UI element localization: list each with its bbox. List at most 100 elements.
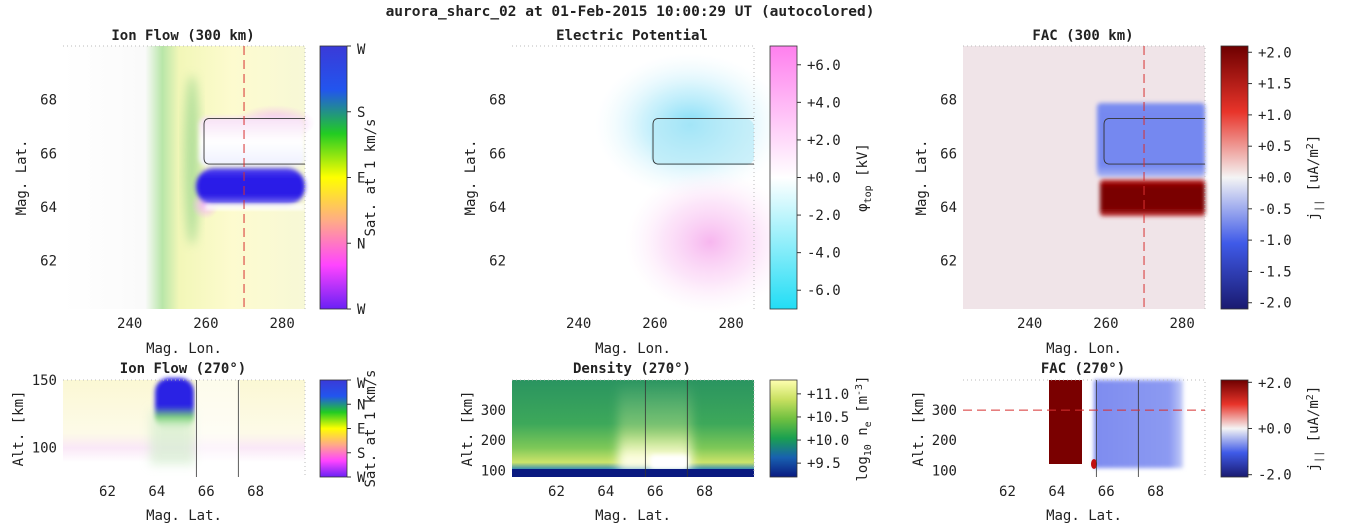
fac-map-panel: FAC (300 km) 240 260 280 62 64 66 68 Mag. Lon. M…	[914, 28, 1206, 357]
potential-map-colorbar-tick-label: -4.0	[807, 246, 841, 262]
density-slice-x-tick-label: 62	[548, 484, 565, 500]
fac-map-x-axis-label: Mag. Lon.	[1046, 341, 1122, 357]
ion-flow-map-colorbar-label: Sat. at 1 km/s	[363, 118, 379, 236]
density-slice-field	[512, 380, 754, 477]
potential-map-positive-lobe	[625, 170, 795, 314]
fac-slice-colorbar: -2.0 +0.0 +2.0 j|| [uA/m2]	[1220, 376, 1325, 484]
potential-map-title: Electric Potential	[556, 28, 708, 44]
fac-map-y-axis-label: Mag. Lat.	[914, 140, 930, 216]
ion-flow-map-colorbar-gradient	[319, 45, 348, 310]
fac-slice-title: FAC (270°)	[1041, 361, 1125, 377]
potential-map-y-tick-label: 68	[489, 93, 506, 109]
fac-slice-colorbar-label: j|| [uA/m2]	[1305, 386, 1325, 472]
ion-flow-map-x-tick-label: 280	[269, 316, 294, 332]
ion-flow-slice-y-axis-label: Alt. [km]	[11, 391, 27, 467]
ion-flow-slice-colorbar-tick-label: N	[357, 397, 365, 413]
density-slice-colorbar: +9.5 +10.0 +10.5 +11.0 log10 ne [m-3]	[769, 375, 874, 482]
density-slice-colorbar-tick-label: +9.5	[807, 456, 841, 472]
ion-flow-slice-title: Ion Flow (270°)	[120, 361, 246, 377]
ion-flow-slice-colorbar-tick-label: W	[357, 470, 366, 486]
potential-map-colorbar-tick-label: +6.0	[807, 58, 841, 74]
density-slice-frame	[512, 379, 755, 477]
ion-flow-slice-panel: Ion Flow (270°) 62 64 66 68 100 150 Mag. Lat. A…	[11, 361, 306, 524]
fac-slice-lower-red-spot	[1091, 459, 1097, 469]
potential-map-colorbar-tick-label: +0.0	[807, 171, 841, 187]
density-slice-colorbar-label: log10 ne [m-3]	[854, 375, 874, 481]
potential-map-colorbar: -6.0 -4.0 -2.0 +0.0 +2.0 +4.0 +6.0 φtop [kV]	[769, 45, 874, 310]
fac-slice-y-axis-label: Alt. [km]	[911, 391, 927, 467]
fac-slice-frame	[963, 379, 1206, 477]
potential-map-frame	[512, 45, 755, 309]
fac-map-colorbar-tick-label: -0.5	[1258, 202, 1292, 218]
ion-flow-slice-field	[63, 378, 305, 477]
ion-flow-map-y-tick-label: 68	[40, 93, 57, 109]
fac-map-y-tick-label: 64	[940, 200, 957, 216]
ion-flow-slice-eastward-column	[155, 378, 194, 430]
ion-flow-map-colorbar: W N E S W Sat. at 1 km/s	[319, 42, 379, 318]
fac-map-x-tick-label: 240	[1017, 316, 1042, 332]
potential-map-colorbar-tick-label: +4.0	[807, 95, 841, 111]
fac-map-field	[963, 46, 1205, 309]
ion-flow-slice-colorbar-label: Sat. at 1 km/s	[363, 369, 379, 487]
fac-map-title: FAC (300 km)	[1032, 28, 1133, 44]
density-slice-colorbar-gradient	[769, 379, 798, 478]
ion-flow-map-arc-outline	[203, 118, 305, 165]
density-slice-x-axis-label: Mag. Lat.	[595, 508, 671, 524]
ion-flow-slice-colorbar-tick-label: W	[357, 376, 366, 392]
potential-map-colorbar-tick-label: -6.0	[807, 283, 841, 299]
potential-map-field	[512, 46, 795, 314]
fac-map-colorbar-gradient	[1220, 45, 1249, 310]
ion-flow-slice-y-tick-label: 150	[32, 373, 57, 389]
fac-slice-y-tick-label: 300	[932, 403, 957, 419]
fac-slice-x-tick-label: 68	[1147, 484, 1164, 500]
ion-flow-map-title: Ion Flow (300 km)	[111, 28, 254, 44]
ion-flow-slice-x-tick-label: 62	[99, 484, 116, 500]
ion-flow-map-y-tick-label: 66	[40, 146, 57, 162]
density-slice-y-tick-label: 100	[481, 463, 506, 479]
fac-map-colorbar-tick-label: +1.5	[1258, 77, 1292, 93]
density-slice-x-tick-label: 66	[647, 484, 664, 500]
fac-slice-field	[963, 380, 1205, 477]
ion-flow-slice-y-tick-label: 100	[32, 440, 57, 456]
fac-map-upward-current	[1100, 180, 1205, 216]
ion-flow-map-frame	[63, 45, 306, 309]
density-slice-y-tick-label: 300	[481, 403, 506, 419]
ion-flow-map-arc-interior	[199, 117, 305, 166]
fac-slice-colorbar-tick-label: -2.0	[1258, 468, 1292, 484]
figure-title: aurora_sharc_02 at 01-Feb-2015 10:00:29 …	[386, 4, 875, 20]
fac-map-colorbar-tick-label: +1.0	[1258, 108, 1292, 124]
potential-map-colorbar-tick-label: -2.0	[807, 208, 841, 224]
density-slice-x-tick-label: 68	[696, 484, 713, 500]
potential-map-x-axis-label: Mag. Lon.	[595, 341, 671, 357]
fac-slice-colorbar-tick-label: +0.0	[1258, 422, 1292, 438]
fac-slice-upward-current	[1049, 380, 1082, 464]
ion-flow-map-x-axis-label: Mag. Lon.	[146, 341, 222, 357]
ion-flow-map-colorbar-tick-label: E	[357, 171, 365, 187]
density-slice-bright-core	[650, 455, 688, 469]
density-slice-x-tick-label: 64	[597, 484, 614, 500]
fac-slice-colorbar-tick-label: +2.0	[1258, 376, 1292, 392]
fac-slice-colorbar-gradient	[1220, 379, 1249, 478]
fac-map-downward-current	[1097, 103, 1205, 177]
potential-map-y-tick-label: 62	[489, 254, 506, 270]
fac-slice-x-axis-label: Mag. Lat.	[1046, 508, 1122, 524]
fac-map-colorbar-label: j|| [uA/m2]	[1305, 135, 1325, 221]
fac-slice-panel: FAC (270°) 62 64 66 68 100 200 300 Mag. Lat. Alt…	[911, 361, 1206, 524]
fac-slice-y-tick-label: 100	[932, 463, 957, 479]
ion-flow-map-y-tick-label: 62	[40, 254, 57, 270]
fac-map-frame	[963, 45, 1206, 309]
fac-map-x-tick-label: 280	[1169, 316, 1194, 332]
potential-map-arc-outline	[652, 118, 754, 165]
density-slice-title: Density (270°)	[573, 361, 691, 377]
potential-map-y-tick-label: 66	[489, 146, 506, 162]
ion-flow-map-colorbar-tick-label: N	[357, 236, 365, 252]
density-slice-y-axis-label: Alt. [km]	[460, 391, 476, 467]
potential-map-x-tick-label: 280	[718, 316, 743, 332]
ion-flow-map-x-tick-label: 240	[117, 316, 142, 332]
ion-flow-map-colorbar-tick-label: W	[357, 42, 366, 58]
potential-map-colorbar-tick-label: +2.0	[807, 133, 841, 149]
fac-map-y-tick-label: 66	[940, 146, 957, 162]
ion-flow-map-y-tick-label: 64	[40, 200, 57, 216]
ion-flow-map-x-tick-label: 260	[193, 316, 218, 332]
